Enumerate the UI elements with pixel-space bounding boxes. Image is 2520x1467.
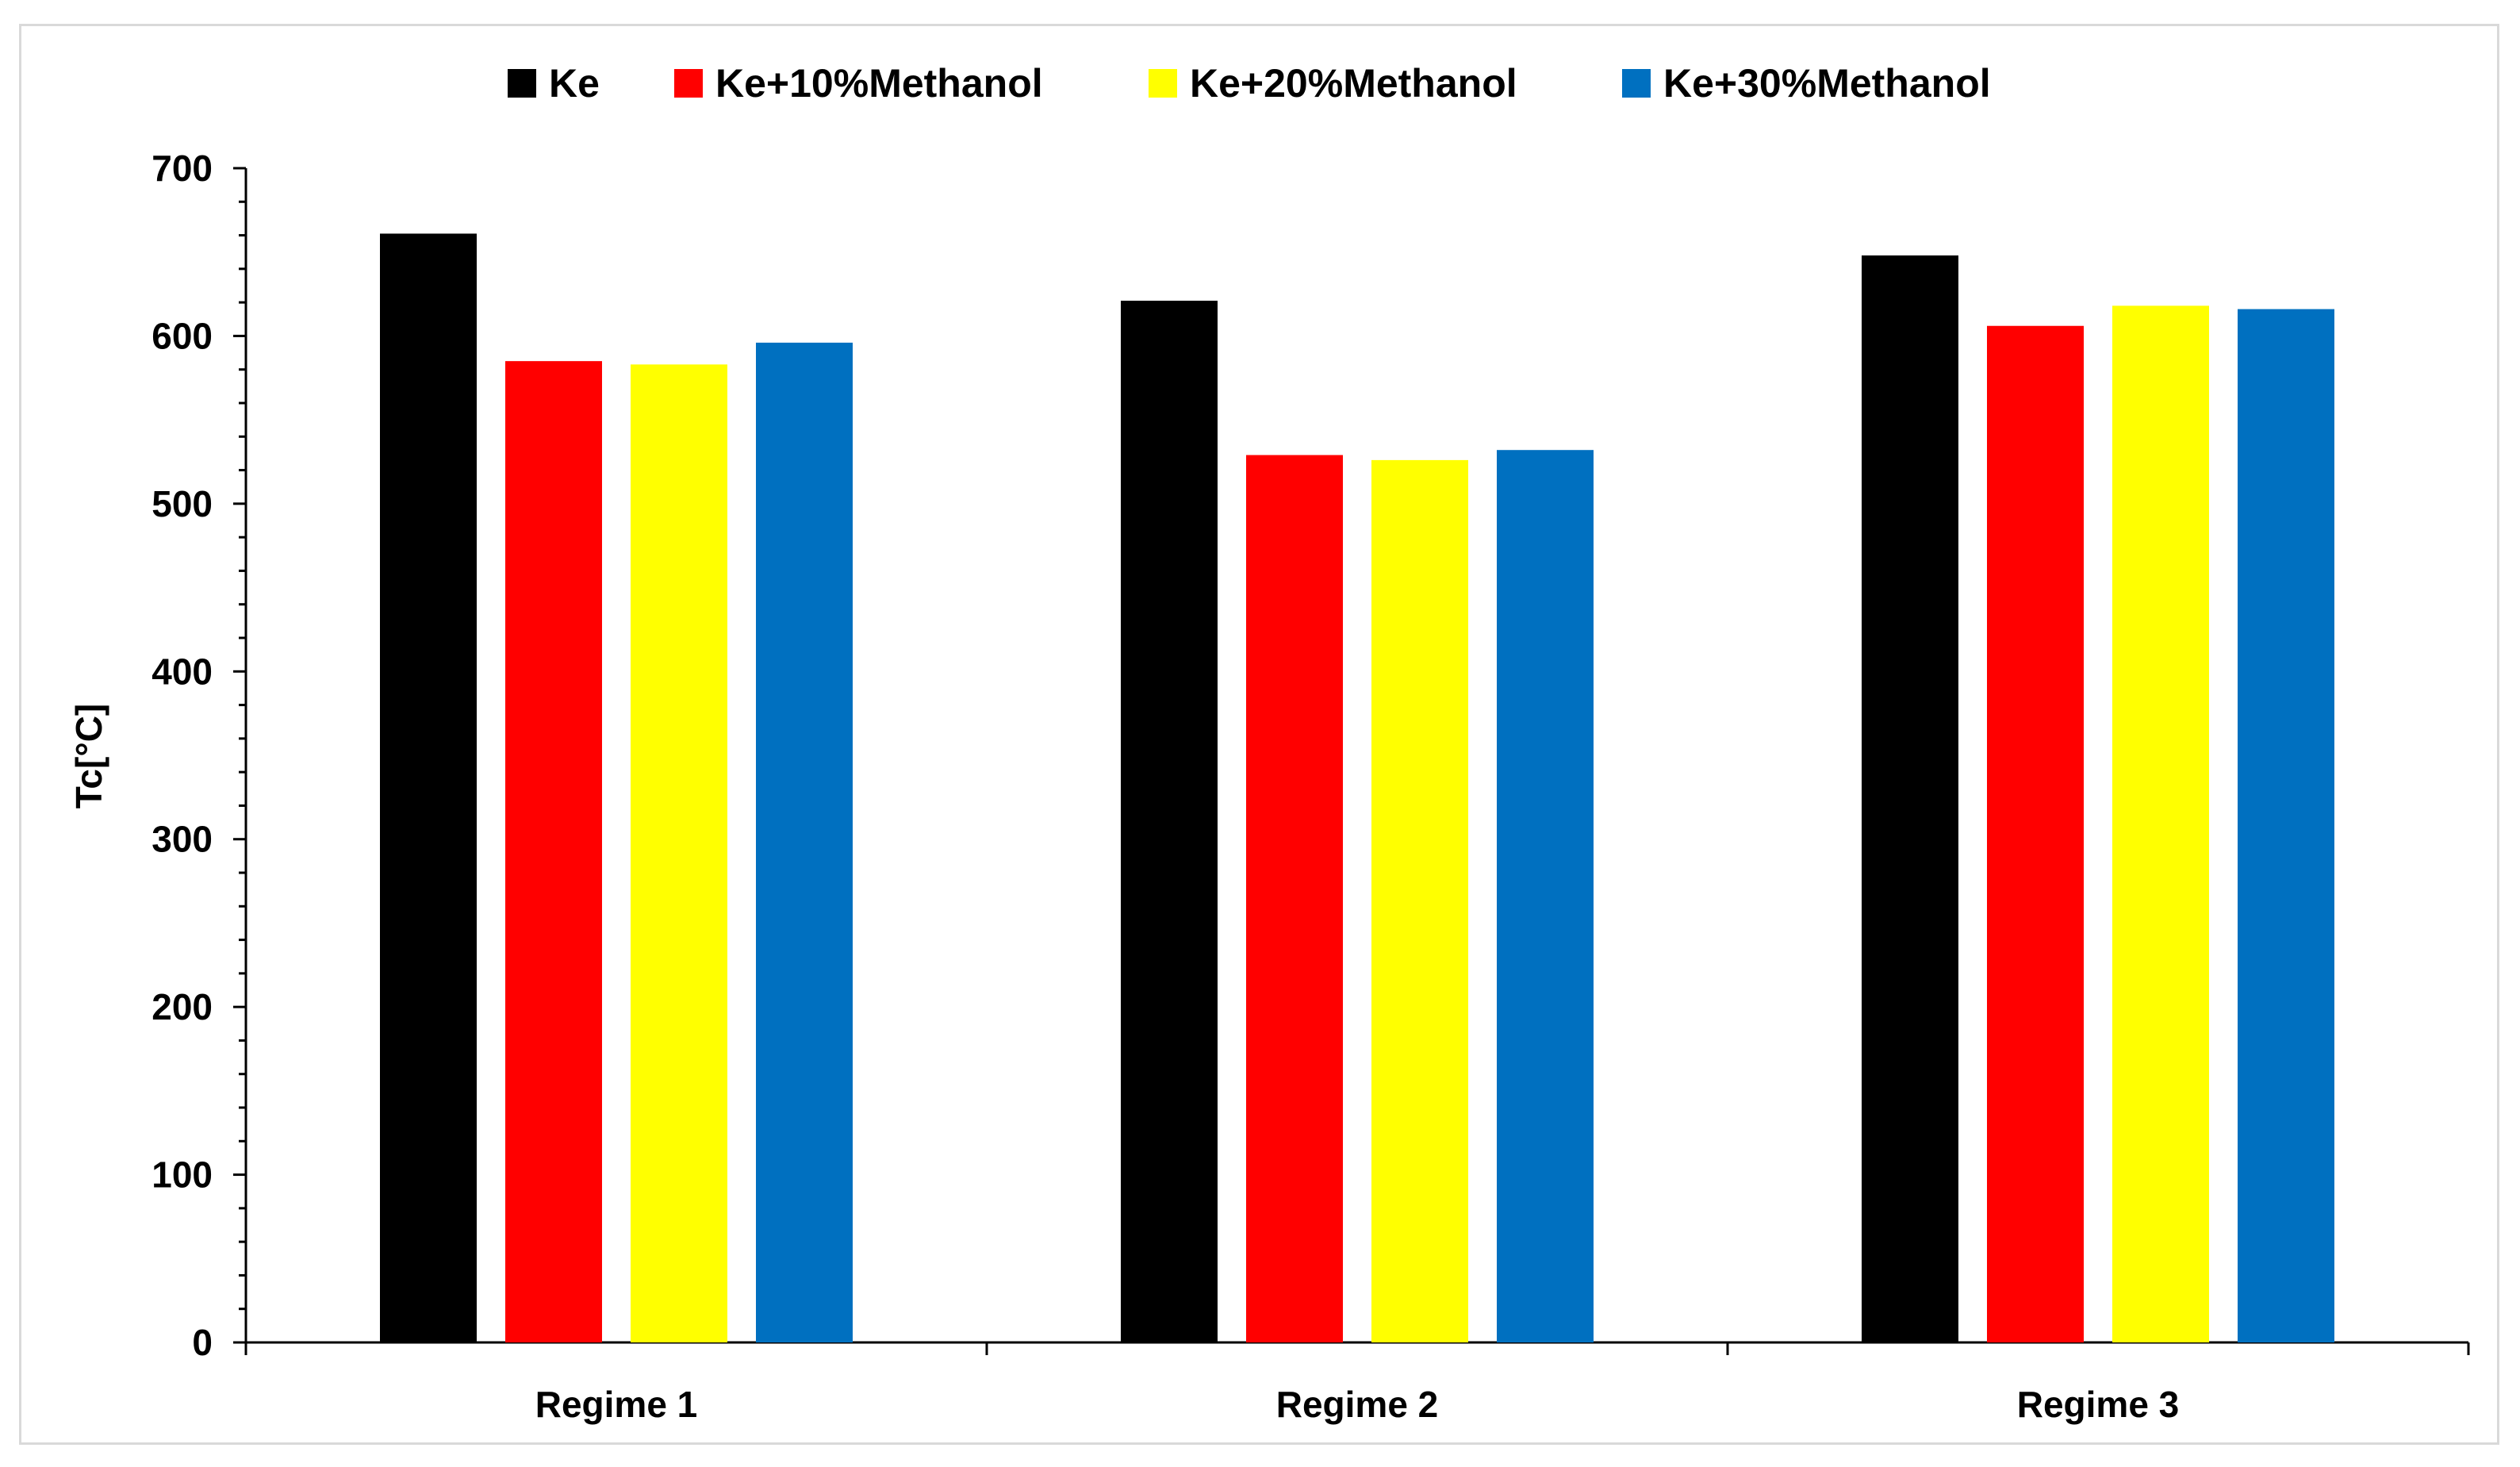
y-tick-label: 300: [152, 819, 213, 860]
y-axis: 0 100 200 300 400 500 600 700: [152, 148, 247, 1363]
x-category-label: Regime 2: [1276, 1384, 1439, 1425]
y-tick-label: 500: [152, 483, 213, 524]
bar: [1497, 450, 1594, 1343]
bar: [2112, 305, 2209, 1342]
legend-label: Ke+10%Methanol: [715, 61, 1043, 106]
y-tick-label: 600: [152, 315, 213, 356]
y-tick-label: 100: [152, 1154, 213, 1196]
bar: [380, 233, 477, 1342]
y-tick-label: 0: [192, 1322, 213, 1363]
legend-label: Ke+20%Methanol: [1190, 61, 1517, 106]
legend: Ke Ke+10%Methanol Ke+20%Methanol Ke+30%Meth…: [508, 61, 1991, 106]
bar: [631, 364, 727, 1342]
legend-label: Ke: [549, 61, 600, 106]
bar: [2238, 309, 2334, 1343]
legend-swatch: [1622, 69, 1651, 98]
bars: [380, 233, 2334, 1343]
y-tick-label: 700: [152, 148, 213, 189]
bar: [756, 342, 853, 1342]
bar: [1987, 325, 2084, 1342]
x-axis: Regime 1 Regime 2 Regime 3: [244, 1341, 2470, 1425]
legend-label: Ke+30%Methanol: [1663, 61, 1991, 106]
bar: [505, 361, 602, 1343]
x-category-label: Regime 3: [2017, 1384, 2180, 1425]
bar: [1862, 255, 1958, 1342]
y-tick-label: 400: [152, 651, 213, 692]
legend-swatch: [508, 69, 536, 98]
legend-swatch: [1149, 69, 1177, 98]
y-axis-title: Tc[°C]: [68, 704, 109, 809]
x-category-label: Regime 1: [535, 1384, 698, 1425]
bar: [1246, 455, 1343, 1342]
bar: [1121, 301, 1218, 1342]
legend-swatch: [674, 69, 703, 98]
bar: [1371, 459, 1468, 1342]
y-tick-label: 200: [152, 986, 213, 1027]
